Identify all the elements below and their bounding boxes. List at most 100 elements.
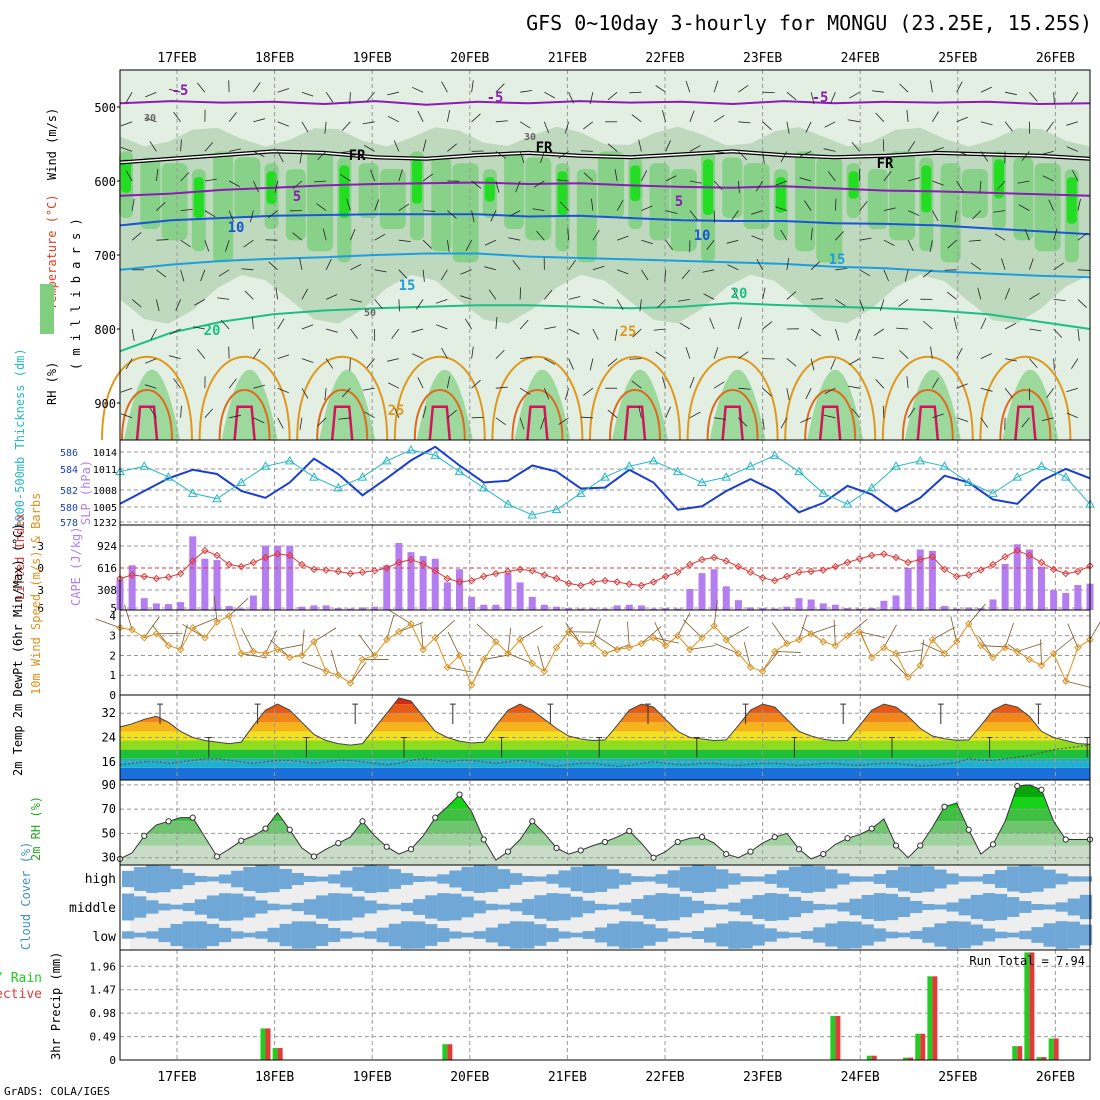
wind-barb [665,210,678,214]
contour-label: 50 [364,308,376,319]
wind-barb [1089,621,1100,640]
wind-marker [492,637,500,646]
wind-barb [471,210,475,223]
wind-barb [446,240,450,253]
wind-marker [965,620,973,628]
wind-barb [731,210,739,221]
cape-bar [177,602,185,610]
cloud-cell [570,932,583,938]
total-rain-label: Total / Rain [0,971,42,986]
wind-barb [251,317,254,330]
cloud-cell [170,868,183,890]
wind-barb [654,621,666,646]
rh-core [484,177,495,202]
wind-barb [277,354,290,359]
wind-barb [411,328,424,333]
wind-barb [253,417,265,424]
wind-marker [904,673,912,681]
wind-marker [213,618,221,626]
wind-barb [653,637,680,644]
rh-marker [626,827,633,835]
top-date-label: 20FEB [450,51,489,66]
cape-bar [613,605,621,610]
wind-marker [952,637,961,646]
wind-barb [398,203,410,211]
wind-barb [1029,91,1038,102]
wind-barb [292,232,303,241]
wind-barb [483,654,510,660]
wind-barb [507,627,512,654]
cloud-cell [582,931,595,939]
wind-barb [168,355,181,359]
cloud-cell [364,900,377,914]
wind-barb [713,381,725,389]
cloud-cell [400,902,414,912]
cloud-cell [134,896,147,918]
wind-barb [968,603,986,625]
wind-barb [422,406,427,418]
wind-barb [968,239,981,242]
cloud-cell [158,903,171,911]
wind-barb [592,229,600,241]
cloud-cell [182,902,195,912]
cloud-cell [485,927,498,943]
cape-bar [807,599,815,610]
rh-marker [456,791,463,798]
cloud-cell [534,895,547,919]
cloud-cell [1007,866,1020,892]
cloud-cell [461,932,474,938]
wind-barb [1024,228,1030,241]
wind-barb [920,642,945,654]
cape-label: CAPE (J/kg) [69,527,83,606]
wind-barb [859,201,868,211]
thickness-tick-label: 578 [60,518,78,529]
cape-bar [359,607,366,610]
lifted-marker [928,553,937,561]
wind-barb [194,299,206,306]
isotherm-35 [526,405,549,441]
slp-marker [915,455,926,465]
slp-marker [939,461,950,470]
wind-label: 10m Wind Speed (m/s) & Barbs [29,493,43,695]
wind-barb [762,650,780,672]
wind-barb [398,269,408,279]
slp-marker [624,461,635,470]
rh-marker [577,847,584,854]
wind-barb [810,624,836,635]
cape-bar [989,599,997,610]
wind-barb [661,110,667,122]
cloud-cell [328,927,341,943]
wind-barb [393,140,400,152]
precip-total-bar [927,976,933,1060]
bottom-date-label: 22FEB [645,1070,684,1085]
cloud-cell [267,865,280,893]
lifted-marker [249,558,258,567]
wind-marker [189,624,197,632]
wind-tick-label: 2 [109,649,116,662]
wind-barb [301,661,327,672]
wind-barb [923,320,933,330]
cloud-cell [837,873,850,885]
cloud-cell [413,921,426,949]
wind-barb [932,626,956,641]
isotherm-30 [413,389,466,441]
cloud-cell [898,866,911,892]
cape-bar [601,608,609,610]
wind-barb [326,328,338,333]
wind-barb [1029,358,1038,368]
slp-marker [430,450,441,459]
wind-barb [755,180,763,192]
cloud-cell [352,896,365,918]
cloud-cell [982,928,996,942]
cape-bar [322,605,330,610]
cape-bar [249,595,257,610]
cloud-cell [594,866,608,892]
wind-marker [528,659,536,668]
lifted-marker [455,578,464,586]
lifted-marker [940,565,949,574]
top-date-axis: 17FEB 18FEB 19FEB 20FEB 21FEB 22FEB 23FEB 24FEB… [157,51,1075,66]
lifted-marker [783,572,791,581]
wind-barb [1046,121,1054,132]
cloud-cell [861,876,874,882]
wind-barb [490,210,497,222]
